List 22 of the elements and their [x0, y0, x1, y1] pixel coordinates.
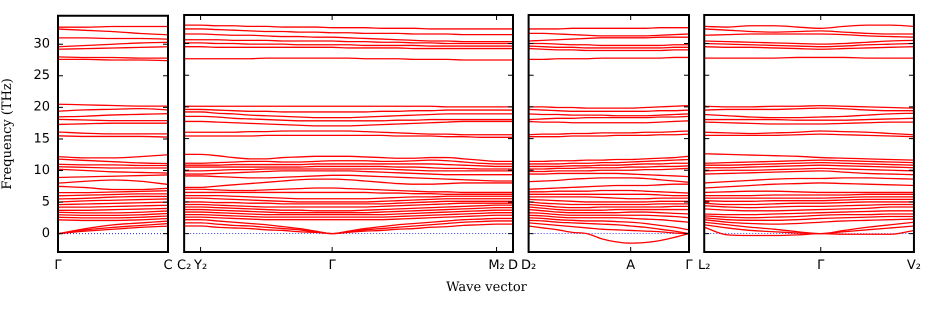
x-tick-label: M₂: [488, 258, 505, 274]
y-tick-label: 30: [33, 36, 50, 52]
x-tick-label: C₂: [176, 258, 192, 274]
x-tick-label: D: [508, 258, 518, 274]
y-tick-label: 5: [42, 194, 50, 210]
x-tick-label: Γ: [817, 258, 826, 274]
x-tick-label: D₂: [520, 258, 536, 274]
x-tick-label: Γ: [54, 258, 62, 274]
y-tick-label: 15: [33, 131, 50, 146]
x-tick-label: Y₂: [193, 258, 208, 274]
y-tick-label: 20: [33, 100, 50, 115]
y-tick-label: 25: [33, 68, 50, 84]
x-tick-label: A: [626, 258, 636, 274]
x-axis-title: Wave vector: [445, 280, 528, 295]
x-tick-label: Γ: [328, 258, 337, 274]
y-tick-label: 10: [33, 162, 50, 178]
x-tick-label: C: [163, 258, 173, 274]
x-tick-label: Γ: [685, 258, 694, 274]
y-axis-title: Frequency (THz): [0, 78, 16, 190]
y-tick-label: 0: [42, 226, 50, 242]
x-tick-label: V₂: [906, 258, 921, 274]
x-tick-label: L₂: [698, 258, 710, 274]
